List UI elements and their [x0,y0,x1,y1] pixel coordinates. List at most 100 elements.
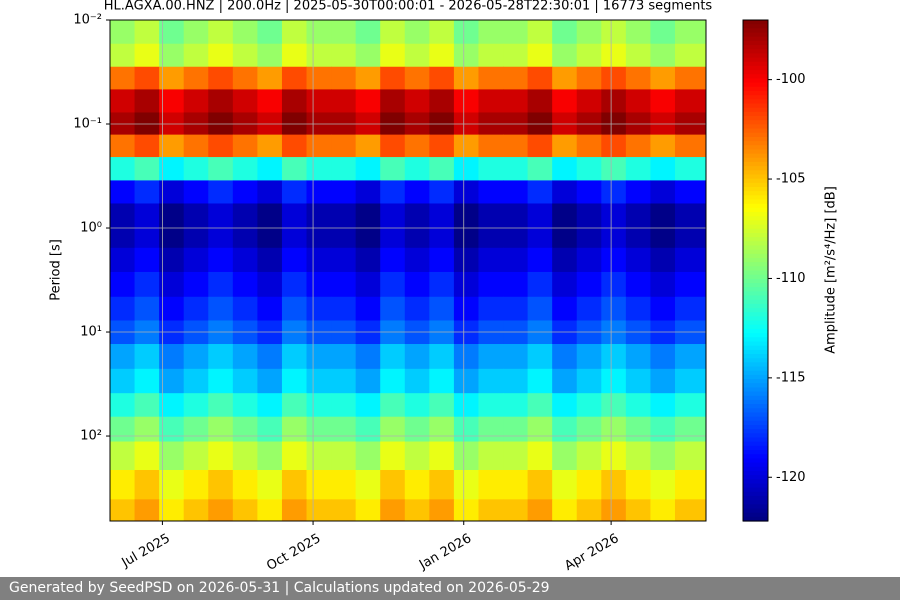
colorbar-step [743,291,768,297]
colorbar-step [743,90,768,96]
colorbar-step [743,174,768,180]
colorbar-step [743,207,768,213]
heatmap-cell [527,499,553,522]
heatmap-cell [552,66,578,90]
heatmap-cell [380,247,406,273]
y-tick-label: 10⁻² [73,13,102,28]
heatmap-cell [232,180,258,204]
heatmap-cell [355,271,381,298]
colorbar-step [743,303,768,309]
heatmap-cell [109,43,136,68]
colorbar-step [743,429,768,434]
heatmap-cell [478,296,504,321]
heatmap-cell [232,499,258,522]
colorbar-step [743,283,768,288]
heatmap-cell [429,134,455,158]
colorbar-step [743,341,768,347]
x-tick-label: Jul 2025 [119,531,173,571]
heatmap-cell [159,247,185,273]
heatmap-cell [183,247,209,273]
heatmap-cell [601,20,627,45]
colorbar-step [743,462,768,468]
heatmap-cell [257,499,283,522]
heatmap-cell [257,203,283,227]
heatmap-cell [109,180,136,204]
heatmap-cell [232,20,258,45]
heatmap-cell [380,296,406,321]
heatmap-cell [208,247,234,273]
heatmap-cell [650,43,676,68]
heatmap-cell [232,247,258,273]
heatmap-cell [503,20,529,45]
heatmap-cell [355,368,381,394]
heatmap-cell [527,89,553,113]
heatmap-cell [331,66,357,90]
colorbar-step [743,124,768,130]
heatmap-cell [306,203,332,227]
colorbar-step [743,132,768,138]
heatmap-cell [257,441,283,471]
heatmap-cell [331,271,357,298]
heatmap-cell [380,225,406,249]
colorbar-step [743,32,768,38]
heatmap-cell [503,470,529,500]
heatmap-cell [576,271,602,298]
heatmap-cell [159,499,185,522]
heatmap-cell [306,296,332,321]
heatmap-cell [576,393,602,418]
colorbar-step [743,358,768,363]
y-tick-label: 10² [80,429,102,444]
heatmap-cell [674,441,707,471]
heatmap-cell [601,157,627,181]
heatmap-cell [478,393,504,418]
colorbar-step [743,65,768,71]
heatmap-cell [380,180,406,204]
heatmap-cell [109,393,136,418]
heatmap-cell [134,470,160,500]
colorbar-step [743,500,768,505]
heatmap-cell [134,66,160,90]
colorbar-step [743,374,768,380]
heatmap-cell [404,271,430,298]
colorbar-step [743,466,768,472]
heatmap-cell [674,134,707,158]
heatmap-cell [134,203,160,227]
heatmap-cell [552,470,578,500]
heatmap-cell [159,470,185,500]
colorbar-step [743,40,768,46]
heatmap-cell [306,20,332,45]
heatmap-cell [650,180,676,204]
heatmap-cell [552,89,578,113]
heatmap-cell [478,157,504,181]
colorbar-step [743,345,768,351]
heatmap-cell [306,180,332,204]
colorbar-step [743,157,768,163]
heatmap-cell [527,225,553,249]
heatmap-cell [429,157,455,181]
heatmap-cell [331,368,357,394]
colorbar-step [743,383,768,388]
heatmap-cell [601,203,627,227]
heatmap-cell [625,296,651,321]
heatmap-cell [478,180,504,204]
colorbar-step [743,475,768,480]
heatmap-cell [674,416,707,443]
heatmap-cell [478,66,504,90]
heatmap-cell [109,247,136,273]
heatmap-cell [306,368,332,394]
heatmap-cell [552,344,578,370]
heatmap-cell [478,134,504,158]
heatmap-cell [380,441,406,471]
heatmap-cell [625,416,651,443]
heatmap-cell [674,66,707,90]
heatmap-cell [674,320,707,345]
heatmap-cell [552,134,578,158]
heatmap-cell [380,66,406,90]
heatmap-cell [503,157,529,181]
heatmap-cell [674,344,707,370]
heatmap-cell [650,157,676,181]
heatmap-cell [601,180,627,204]
heatmap-cell [159,271,185,298]
heatmap-cell [355,499,381,522]
heatmap-cell [208,203,234,227]
